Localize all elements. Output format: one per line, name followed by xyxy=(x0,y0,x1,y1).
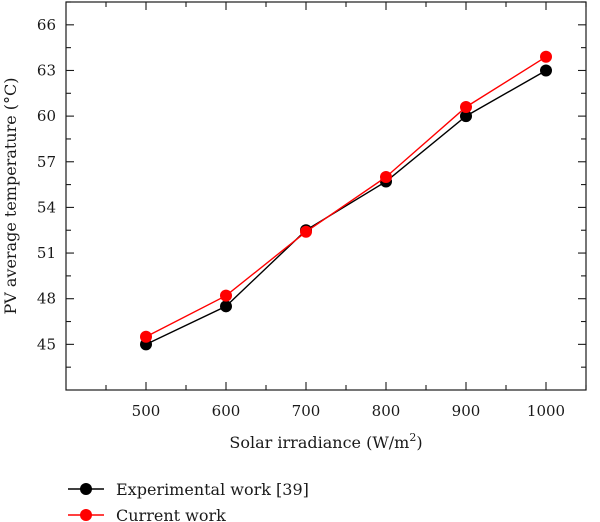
axes xyxy=(65,1,587,391)
series-line xyxy=(145,56,547,338)
y-tick-label: 48 xyxy=(37,290,56,308)
legend-marker xyxy=(80,483,92,495)
y-tick-label: 54 xyxy=(37,198,56,216)
data-point xyxy=(220,300,232,313)
x-tick-label: 500 xyxy=(132,402,161,420)
y-tick-label: 45 xyxy=(37,335,56,353)
legend-label: Experimental work [39] xyxy=(116,480,309,499)
x-tick-label: 800 xyxy=(372,402,401,420)
y-axis-title: PV average temperature (°C) xyxy=(1,77,20,314)
legend-item: Current work xyxy=(68,506,226,522)
y-tick-label: 63 xyxy=(37,61,56,79)
data-point xyxy=(220,289,232,302)
y-tick-label: 57 xyxy=(37,153,56,171)
y-tick-label: 60 xyxy=(37,107,56,125)
legend-item: Experimental work [39] xyxy=(68,480,309,499)
data-point xyxy=(460,110,472,123)
y-tick-label: 66 xyxy=(37,16,56,34)
series-layer xyxy=(140,50,552,351)
legend-label: Current work xyxy=(116,506,226,522)
data-point xyxy=(540,64,552,77)
plot-frame xyxy=(65,1,587,391)
x-axis-title: Solar irradiance (W/m2) xyxy=(229,431,422,452)
x-tick-label: 700 xyxy=(292,402,321,420)
x-tick-label: 900 xyxy=(452,402,481,420)
legend: Experimental work [39] Current work xyxy=(68,480,309,522)
x-tick-label: 600 xyxy=(212,402,241,420)
data-point xyxy=(460,100,472,113)
data-point xyxy=(540,50,552,63)
x-tick-label: 1000 xyxy=(527,402,565,420)
y-tick-label: 51 xyxy=(37,244,56,262)
data-point xyxy=(300,225,312,238)
data-point xyxy=(380,170,392,183)
legend-marker xyxy=(80,509,92,521)
y-ticks: 45 48 51 54 57 60 63 66 xyxy=(37,1,586,368)
data-point xyxy=(140,330,152,343)
series-2 xyxy=(140,50,552,343)
x-ticks: 500 600 700 800 900 1000 xyxy=(105,2,587,420)
series-line xyxy=(145,69,547,346)
